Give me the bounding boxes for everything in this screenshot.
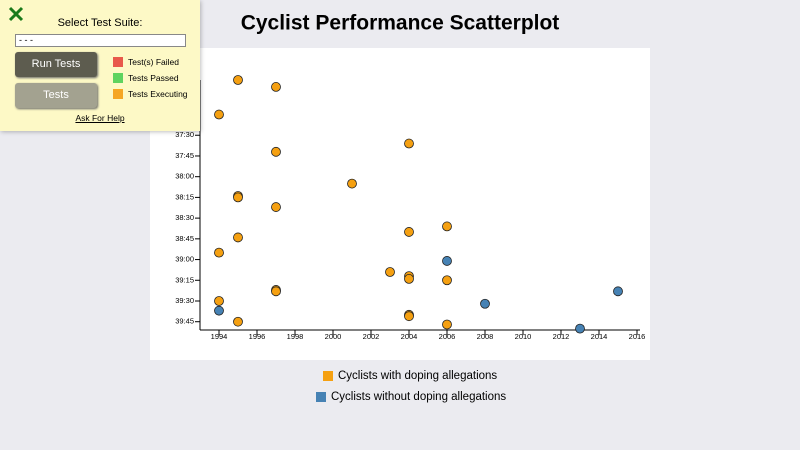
x-tick-label: 2000	[325, 332, 342, 341]
legend-swatch	[323, 371, 333, 381]
point	[347, 178, 357, 189]
legend-swatch	[316, 392, 326, 402]
y-tick-label: 39:30	[175, 296, 194, 305]
point	[404, 138, 414, 149]
x-tick-label: 2010	[515, 332, 532, 341]
x-tick-label: 1998	[287, 332, 304, 341]
point	[233, 192, 243, 203]
point	[404, 227, 414, 237]
panel-title: Select Test Suite:	[57, 17, 143, 29]
point	[271, 286, 281, 297]
x-tick-label: 2008	[477, 332, 494, 341]
point	[214, 305, 224, 316]
point	[404, 311, 414, 322]
x-tick-label: 2006	[439, 332, 456, 341]
point	[214, 247, 224, 258]
y-tick-label: 37:30	[175, 130, 194, 139]
y-tick-label: 38:30	[175, 213, 194, 222]
point	[480, 298, 490, 309]
close-icon[interactable]	[8, 6, 24, 22]
x-tick-label: 2014	[591, 332, 608, 341]
x-tick-label: 2012	[553, 332, 570, 341]
point	[214, 296, 224, 306]
suite-select[interactable]: - - -	[15, 34, 186, 47]
point	[233, 232, 243, 243]
chart-card	[150, 48, 650, 360]
point	[271, 146, 281, 157]
y-tick-label: 38:00	[175, 172, 194, 181]
point	[233, 316, 243, 327]
x-tick-label: 2016	[629, 332, 646, 341]
x-tick-label: 1996	[249, 332, 266, 341]
legend-label: Cyclists with doping allegations	[338, 370, 497, 382]
point	[214, 109, 224, 120]
point	[271, 82, 281, 92]
y-tick-label: 37:45	[175, 151, 194, 160]
legend-label: Cyclists without doping allegations	[331, 391, 506, 403]
test-panel: Select Test Suite: - - - Run Tests Tests…	[0, 0, 200, 131]
point	[575, 323, 585, 334]
y-tick-label: 39:15	[175, 275, 194, 284]
point	[442, 275, 452, 286]
legend-label: Tests Passed	[128, 73, 179, 83]
point	[404, 273, 414, 284]
legend-swatch	[113, 89, 123, 99]
point	[613, 286, 623, 297]
point	[385, 267, 395, 277]
point	[442, 256, 452, 266]
y-tick-label: 39:45	[175, 317, 194, 326]
y-tick-label: 39:00	[175, 255, 194, 264]
run-button[interactable]: Run Tests	[15, 52, 97, 77]
point	[442, 221, 452, 232]
tests-button[interactable]: Tests	[15, 83, 97, 108]
legend-swatch	[113, 73, 123, 83]
y-tick-label: 38:15	[175, 192, 194, 201]
point	[233, 75, 243, 85]
point	[442, 319, 452, 330]
legend-label: Tests Executing	[128, 89, 188, 99]
y-tick-label: 38:45	[175, 234, 194, 243]
x-tick-label: 1994	[211, 332, 228, 341]
legend-label: Test(s) Failed	[128, 57, 180, 67]
help-link[interactable]: Ask For Help	[75, 113, 125, 123]
x-tick-label: 2002	[363, 332, 380, 341]
legend-swatch	[113, 57, 123, 67]
point	[271, 202, 281, 212]
x-tick-label: 2004	[401, 332, 418, 341]
chart-title: Cyclist Performance Scatterplot	[241, 12, 560, 35]
